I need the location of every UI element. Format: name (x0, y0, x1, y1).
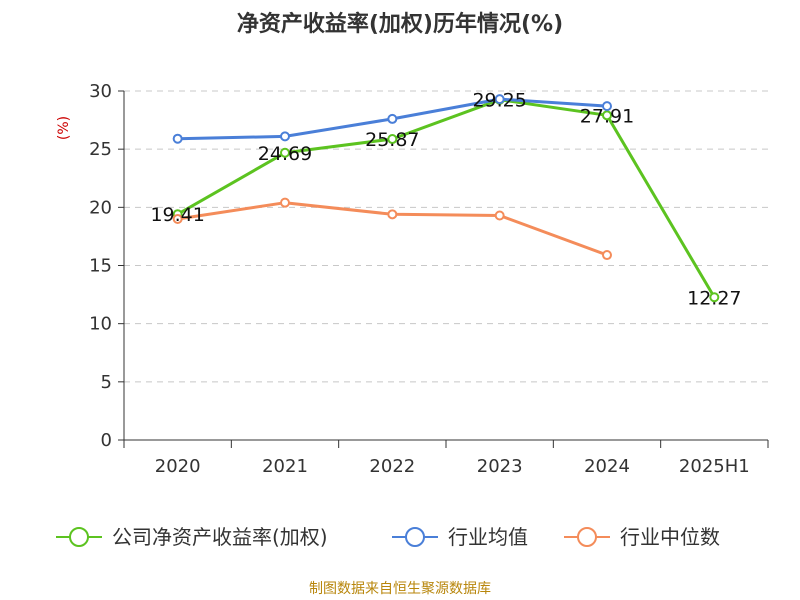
legend-label-1[interactable]: 行业均值 (448, 525, 528, 549)
data-label: 27.91 (580, 105, 634, 127)
legend[interactable]: 公司净资产收益率(加权) 行业均值 行业中位数 (56, 525, 720, 549)
y-tick-label: 20 (89, 197, 112, 218)
series-lines (172, 94, 720, 303)
series-point-1 (387, 113, 398, 124)
y-tick-label: 25 (89, 139, 112, 160)
y-tick-label: 5 (101, 372, 112, 393)
chart-title: 净资产收益率(加权)历年情况(%) (236, 12, 564, 37)
data-labels: 19.41 24.69 25.87 29.25 27.91 12.27 (150, 90, 741, 310)
x-tick-label: 2020 (155, 456, 201, 477)
legend-label-2[interactable]: 行业中位数 (620, 525, 720, 549)
data-label: 24.69 (258, 143, 312, 165)
legend-marker-2 (577, 527, 597, 547)
data-label: 19.41 (150, 204, 204, 226)
data-label: 25.87 (365, 129, 419, 151)
series-point-1 (602, 101, 612, 112)
series-point-2 (602, 250, 612, 261)
x-tick-label: 2024 (584, 456, 630, 477)
y-axis-label: (%) (56, 116, 72, 140)
series-point-1 (172, 133, 183, 144)
series-point-2 (387, 209, 398, 220)
series-point-0 (387, 134, 398, 145)
data-label: 12.27 (687, 287, 741, 309)
legend-label-0[interactable]: 公司净资产收益率(加权) (112, 525, 328, 549)
series-point-0 (709, 292, 720, 303)
y-tick-label: 15 (89, 256, 112, 277)
data-source-note: 制图数据来自恒生聚源数据库 (309, 581, 491, 597)
axes: 0 5 10 15 20 25 30 2020 2021 2022 2023 2024 2025H1 (89, 81, 769, 477)
x-tick-label: 2021 (262, 456, 308, 477)
x-tick-label: 2022 (369, 456, 415, 477)
y-tick-label: 0 (101, 430, 112, 451)
legend-marker-0 (69, 527, 89, 547)
y-tick-label: 30 (89, 81, 112, 102)
series-line-0 (176, 98, 716, 299)
series-point-0 (280, 147, 290, 158)
series-point-2 (280, 197, 290, 208)
grid-lines (124, 90, 768, 383)
legend-marker-1 (405, 527, 425, 547)
series-point-2 (494, 210, 505, 221)
x-tick-label: 2025H1 (679, 456, 750, 477)
series-point-1 (280, 131, 290, 142)
data-label: 29.25 (472, 90, 526, 112)
series-point-1 (494, 94, 505, 105)
y-tick-label: 10 (89, 314, 112, 335)
x-tick-label: 2023 (477, 456, 523, 477)
series-point-0 (602, 110, 612, 121)
series-point-2 (172, 213, 183, 224)
